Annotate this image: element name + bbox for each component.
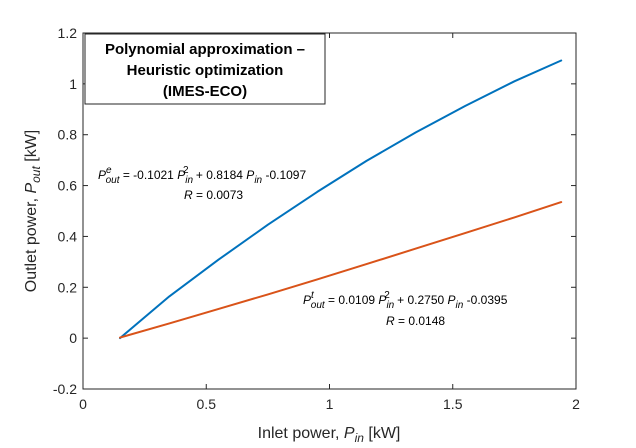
y-tick-label: 0.6 (58, 178, 78, 194)
y-tick-label: 0 (69, 330, 77, 346)
y-tick-label: 1 (69, 76, 77, 92)
y-tick-label: 1.2 (58, 25, 78, 41)
y-tick-label: 0.4 (58, 228, 78, 244)
y-tick-label: 0.2 (58, 279, 78, 295)
title-annotation: Polynomial approximation – Heuristic opt… (84, 33, 326, 105)
title-line-2: Heuristic optimization (127, 62, 284, 79)
series-line-1 (119, 59, 563, 340)
equation-theoretical-line: Pt out = 0.0109 Pin2 + 0.2750 Pin -0.0395 (303, 290, 508, 311)
x-tick-label: 1 (326, 396, 334, 412)
series-layer (119, 59, 563, 340)
x-tick-label: 2 (572, 396, 580, 412)
title-line-3: (IMES-ECO) (163, 83, 247, 100)
x-axis-label: Inlet power, Pin [kW] (258, 425, 401, 445)
equation-experimental: Pe out = -0.1021 Pin2 + 0.8184 Pin -0.109… (98, 165, 306, 202)
y-tick-label: 0.8 (58, 127, 78, 143)
equation-experimental-line: Pe out = -0.1021 Pin2 + 0.8184 Pin -0.109… (98, 165, 306, 186)
x-tick-label: 0 (79, 396, 87, 412)
title-line-1: Polynomial approximation – (105, 41, 305, 58)
y-axis-ticks: -0.2 0 0.2 0.4 0.6 0.8 1 1.2 (53, 25, 576, 397)
x-tick-label: 1.5 (443, 396, 463, 412)
equation-theoretical-r: R = 0.0148 (386, 314, 445, 328)
series-line-2 (119, 201, 563, 339)
title-box (84, 33, 326, 105)
equation-experimental-r: R = 0.0073 (184, 188, 243, 202)
equation-theoretical: Pt out = 0.0109 Pin2 + 0.2750 Pin -0.0395… (303, 290, 508, 328)
y-tick-label: -0.2 (53, 381, 77, 397)
x-tick-label: 0.5 (197, 396, 217, 412)
y-axis-label: Outlet power, Pout [kW] (23, 130, 43, 293)
